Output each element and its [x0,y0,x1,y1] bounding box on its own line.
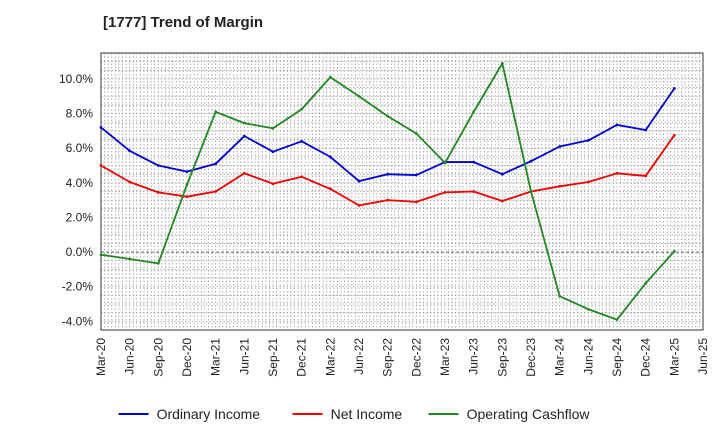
data-point-net-income [357,203,361,207]
data-point-ordinary-income [156,164,160,167]
data-point-net-income [615,171,619,175]
data-point-ordinary-income [529,159,533,163]
plot-border [100,52,704,331]
data-point-ordinary-income [500,172,504,176]
data-point-operating-cashflow [644,281,648,285]
data-point-net-income [271,182,275,186]
data-point-operating-cashflow [328,75,332,79]
data-point-operating-cashflow [615,318,619,322]
data-point-operating-cashflow [185,183,189,186]
data-point-net-income [644,174,648,178]
x-tick-label: Dec-23 [524,338,538,377]
legend-label-operating-cashflow: Operating Cashflow [467,406,591,422]
data-point-operating-cashflow [529,190,533,193]
data-point-net-income [500,199,504,203]
data-point-ordinary-income [472,160,476,164]
data-point-operating-cashflow [214,110,218,114]
data-point-net-income [99,164,103,167]
data-point-ordinary-income [558,145,562,148]
data-point-net-income [414,200,418,204]
x-tick-label: Mar-23 [438,338,452,376]
data-point-ordinary-income [414,173,418,177]
data-point-operating-cashflow [128,257,132,261]
data-point-net-income [443,190,447,194]
data-point-ordinary-income [271,150,275,154]
y-tick-label: 8.0% [66,107,94,121]
data-point-ordinary-income [328,155,332,159]
data-point-operating-cashflow [300,107,304,111]
x-tick-label: Mar-25 [667,338,681,376]
y-tick-label: 10.0% [59,72,93,86]
data-point-operating-cashflow [357,94,361,98]
x-tick-label: Dec-24 [639,338,653,377]
data-point-net-income [586,180,590,184]
data-point-operating-cashflow [558,294,562,298]
data-point-ordinary-income [300,139,304,143]
legend-label-net-income: Net Income [331,406,403,422]
data-point-ordinary-income [128,149,132,153]
data-point-net-income [300,175,304,179]
x-tick-label: Jun-25 [696,338,710,375]
x-tick-label: Sep-22 [381,338,395,377]
data-point-operating-cashflow [271,126,275,130]
data-point-net-income [672,133,676,137]
x-tick-label: Sep-24 [610,338,624,377]
data-point-ordinary-income [644,128,648,132]
x-tick-label: Mar-20 [94,338,108,376]
y-tick-label: -4.0% [62,314,94,328]
x-tick-label: Mar-24 [553,338,567,376]
x-tick-label: Jun-21 [237,338,251,375]
chart-title: [1777] Trend of Margin [103,14,264,31]
data-point-operating-cashflow [443,161,447,165]
y-tick-label: 0.0% [66,245,94,259]
data-point-operating-cashflow [586,307,590,311]
x-tick-label: Jun-23 [467,338,481,375]
data-point-ordinary-income [615,123,619,127]
x-tick-label: Jun-20 [123,338,137,375]
data-point-net-income [386,198,390,202]
data-point-operating-cashflow [672,249,676,253]
data-point-net-income [185,195,189,199]
data-point-operating-cashflow [414,132,418,135]
y-tick-label: -2.0% [62,280,94,294]
data-point-ordinary-income [242,134,246,138]
data-point-operating-cashflow [472,110,476,114]
data-point-ordinary-income [214,162,218,166]
data-point-ordinary-income [185,170,189,173]
data-point-net-income [242,171,246,175]
x-tick-label: Mar-22 [323,338,337,376]
data-point-ordinary-income [672,87,676,90]
x-tick-label: Jun-24 [581,338,595,375]
x-tick-label: Mar-21 [209,338,223,376]
data-point-net-income [472,190,476,193]
data-point-net-income [128,180,132,184]
x-tick-label: Jun-22 [352,338,366,375]
data-point-operating-cashflow [156,261,160,265]
data-point-ordinary-income [586,139,590,142]
x-tick-label: Sep-23 [495,338,509,377]
y-tick-label: 6.0% [66,141,94,155]
y-tick-label: 4.0% [66,176,94,190]
data-point-ordinary-income [99,126,103,129]
y-tick-label: 2.0% [66,210,94,224]
data-point-operating-cashflow [500,61,504,65]
x-tick-label: Sep-20 [151,338,165,377]
data-point-operating-cashflow [386,114,390,118]
data-point-operating-cashflow [99,253,103,257]
x-tick-label: Sep-21 [266,338,280,377]
data-point-ordinary-income [357,179,361,183]
data-point-net-income [558,184,562,188]
x-tick-label: Dec-20 [180,338,194,377]
x-tick-label: Dec-22 [409,338,423,377]
data-point-net-income [328,187,332,191]
legend-label-ordinary-income: Ordinary Income [157,406,261,422]
data-point-net-income [214,190,218,193]
data-point-ordinary-income [386,172,390,176]
data-point-net-income [156,190,160,194]
data-point-operating-cashflow [242,121,246,125]
x-tick-label: Dec-21 [295,338,309,377]
